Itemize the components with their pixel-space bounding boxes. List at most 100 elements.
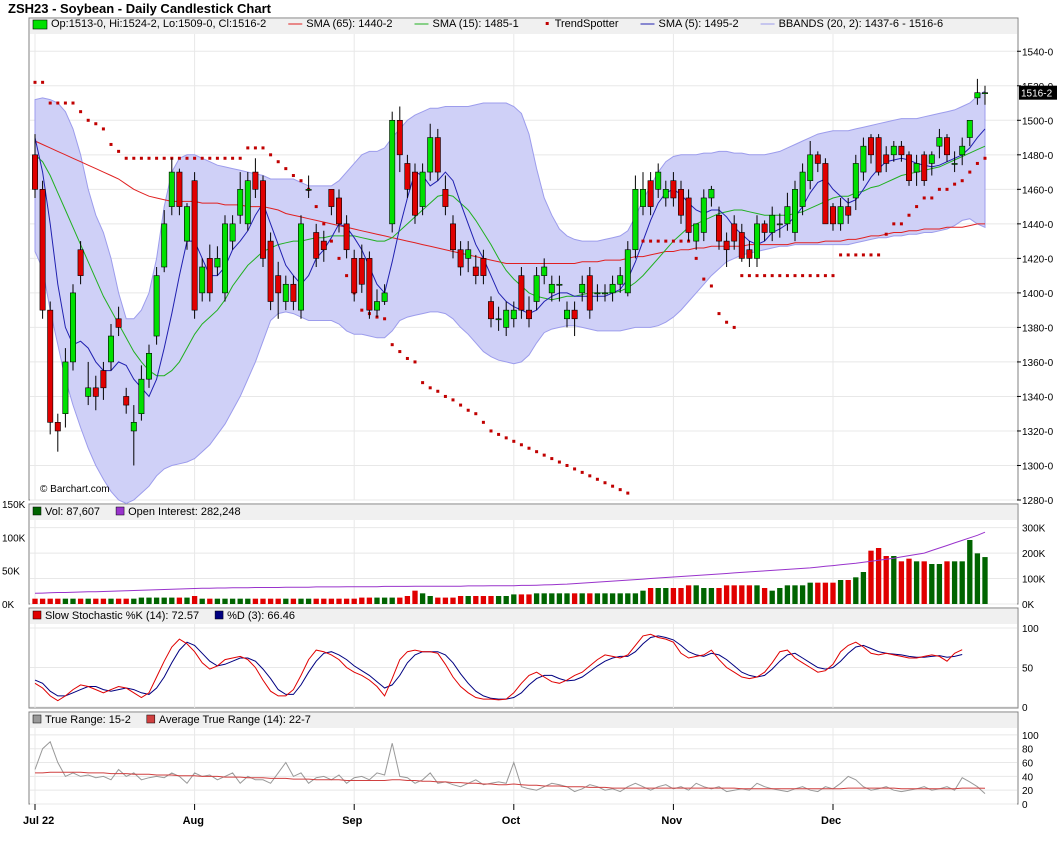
candle-body [518, 275, 525, 311]
volume-left-tick: 100K [2, 533, 26, 544]
candle-body [510, 309, 517, 320]
candle-body [168, 171, 175, 207]
volume-bar [754, 585, 760, 604]
price-legend-text: SMA (5): 1495-2 [659, 18, 739, 30]
volume-bar [381, 597, 388, 604]
candle-body [586, 275, 593, 311]
x-tick-label: Nov [661, 815, 683, 827]
candle-body [161, 223, 168, 268]
volume-bar [176, 597, 183, 604]
trendspotter-dot [747, 274, 751, 278]
candle-body [571, 309, 578, 320]
trendspotter-dot [907, 213, 911, 217]
stochastic-legend-text: Slow Stochastic %K (14): 72.57 [45, 610, 199, 622]
x-tick-label: Oct [502, 815, 521, 827]
candle-body [564, 309, 570, 320]
trendspotter-dot [459, 403, 463, 407]
candle-body [229, 223, 236, 242]
trendspotter-dot [71, 101, 75, 105]
candle-body [655, 171, 662, 190]
trendspotter-dot [664, 239, 668, 243]
volume-bar [138, 597, 145, 604]
volume-bar [556, 593, 563, 604]
candle-body [822, 163, 829, 225]
trendspotter-dot [930, 196, 934, 200]
barchart-watermark: © Barchart.com [40, 484, 110, 495]
trendspotter-dot [588, 474, 592, 478]
trendspotter-dot [656, 239, 660, 243]
volume-bar [283, 598, 289, 604]
candle-body [860, 145, 867, 173]
trendspotter-dot [139, 156, 143, 160]
trendspotter-dot [611, 484, 615, 488]
stochastic-panel-legend-band [30, 609, 1017, 624]
trendspotter-dot [679, 239, 683, 243]
volume-bar [404, 596, 411, 604]
trendspotter-dot [793, 274, 797, 278]
candle-body [556, 283, 563, 286]
price-tick-label: 1300-0 [1022, 461, 1054, 472]
trendspotter-dot [443, 394, 447, 398]
trendspotter-dot [474, 412, 478, 416]
trendspotter-dot [147, 156, 151, 160]
volume-bar [701, 588, 707, 604]
candle-body [617, 275, 624, 285]
volume-bar [761, 588, 768, 604]
trendspotter-dot [740, 274, 744, 278]
trendspotter-dot [717, 312, 721, 316]
trendspotter-dot [124, 156, 128, 160]
volume-bar [587, 593, 593, 604]
x-tick-label: Aug [183, 815, 204, 827]
volume-bar [328, 598, 335, 604]
candle-body [457, 249, 464, 268]
candle-body [966, 119, 973, 138]
x-tick-label: Jul 22 [23, 815, 54, 827]
trendspotter-dot [238, 156, 242, 160]
trendspotter-dot [580, 470, 584, 474]
trendspotter-dot [200, 156, 204, 160]
trendspotter-dot [94, 122, 98, 126]
price-tick-label: 1500-0 [1022, 116, 1054, 127]
price-tick-label: 1360-0 [1022, 358, 1054, 369]
candle-body [890, 145, 897, 156]
true-range-legend-text: True Range: 15-2 [45, 714, 131, 726]
trendspotter-dot [983, 156, 987, 160]
trendspotter-dot [215, 156, 219, 160]
candle-body [450, 223, 456, 251]
candle-body [381, 292, 388, 302]
candle-body [313, 232, 320, 259]
volume-bar [153, 597, 160, 604]
stochastic-tick: 50 [1022, 664, 1034, 675]
trendspotter-dot [702, 277, 706, 281]
volume-bar [579, 593, 585, 604]
trendspotter-dot [193, 156, 197, 160]
candle-body [191, 180, 198, 311]
trendspotter-dot [915, 205, 919, 209]
trendspotter-dot [565, 463, 569, 467]
volume-bar [815, 582, 821, 604]
volume-bar [571, 593, 578, 604]
candle-body [343, 223, 350, 251]
price-tick-label: 1460-0 [1022, 185, 1054, 196]
trendspotter-dot [557, 460, 561, 464]
candle-body [77, 249, 84, 276]
volume-bar [229, 598, 236, 604]
true-range-tick: 100 [1022, 731, 1039, 742]
candle-body [875, 137, 882, 173]
volume-bar [480, 596, 487, 604]
volume-bar [252, 598, 259, 604]
volume-bar [32, 598, 38, 604]
candle-body [754, 223, 760, 259]
volume-right-tick: 300K [1022, 524, 1046, 535]
candle-body [404, 163, 411, 190]
volume-bar [336, 598, 342, 604]
candle-body [419, 171, 426, 207]
candle-body [602, 292, 608, 295]
trendspotter-dot [519, 443, 523, 447]
volume-bar [70, 598, 76, 604]
candle-body [396, 119, 403, 156]
trendspotter-dot [937, 187, 941, 191]
volume-left-tick: 50K [2, 567, 20, 578]
volume-bar [602, 593, 608, 604]
trendspotter-dot [79, 110, 83, 114]
